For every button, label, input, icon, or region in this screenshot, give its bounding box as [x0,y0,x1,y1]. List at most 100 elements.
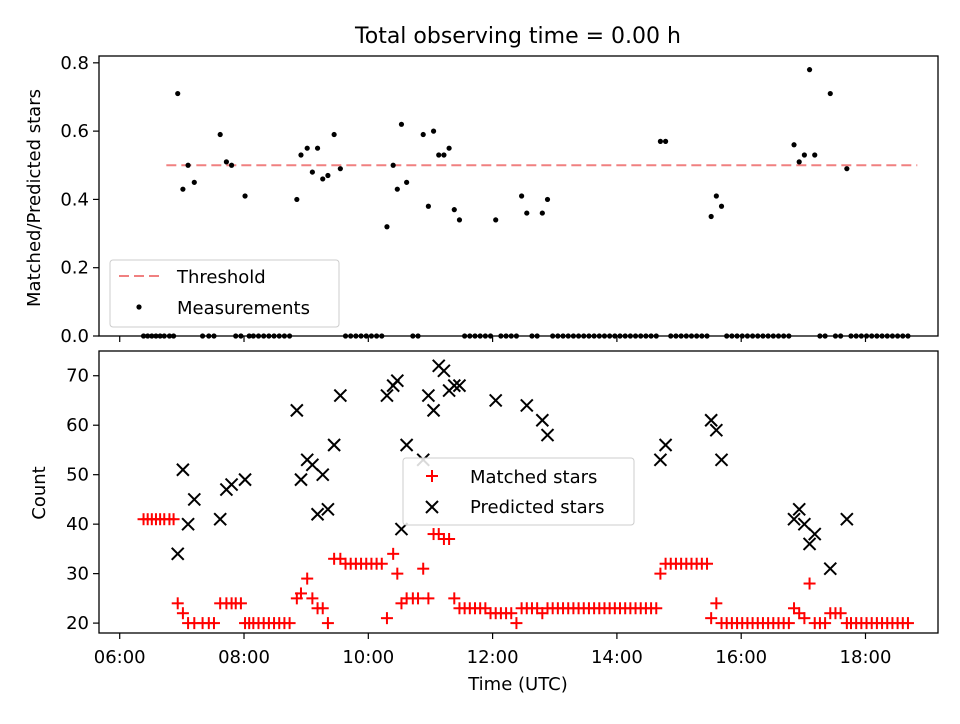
matched-star-point [782,617,795,630]
count-y-tick-label: 40 [66,514,89,535]
predicted-star-point [437,364,451,378]
matched-star-point [819,617,832,630]
ratio-y-tick-label: 0.0 [60,326,89,347]
matched-star-point [391,567,404,580]
measurements-legend-label: Measurements [177,298,310,319]
predicted-star-point [704,413,718,427]
matched-star-point [901,617,914,630]
count-legend: Matched stars Predicted stars [402,457,635,526]
count-plot-frame [98,350,939,634]
matched-star-point [234,597,247,610]
matched-star-point [448,592,461,605]
count-y-tick-label: 70 [66,366,89,387]
measurement-point [539,210,545,216]
predicted-star-point [808,527,822,541]
figure-title: Total observing time = 0.00 h [354,24,681,49]
measurement-point [242,193,248,199]
predicted-star-point [792,502,806,517]
measurements-legend-marker [136,304,142,310]
matched-star-point [650,602,663,615]
measurement-point [844,166,850,172]
count-legend-box [402,457,635,526]
matched-star-point [375,557,388,570]
matched-star-point [505,607,518,620]
measurement-point [185,162,191,168]
matched-star-point [283,617,296,630]
measurement-point [657,138,664,144]
count-x-tick-label: 14:00 [591,647,643,668]
measurement-point [331,131,337,138]
measurement-point [446,145,452,151]
predicted-star-point [181,517,195,531]
predicted-star-point [540,428,555,442]
ratio-panel: Matched/Predicted stars 0.00.20.40.60.8 … [24,53,939,347]
ratio-y-ticks: 0.0 0.2 0.4 0.6 0.8 [60,53,99,347]
measurement-point [713,193,719,199]
measurement-point [309,169,315,175]
matched-star-point [306,592,319,605]
matched-star-point [301,572,314,585]
measurement-point [398,121,405,127]
count-x-label: Time (UTC) [467,674,568,695]
measurement-point [420,131,426,138]
measurement-point [456,217,463,223]
measurement-point [812,152,818,158]
predicted-star-point [452,378,467,393]
predicted-star-point [520,398,534,413]
ratio-legend: Threshold Measurements [109,259,340,328]
predicted-star-point [224,477,239,492]
measurement-point [404,179,410,185]
predicted-star-point [421,388,436,403]
predicted-star-point [489,393,503,408]
predicted-star-point [294,472,308,487]
matched-star-point [412,592,425,605]
ratio-y-tick-label: 0.6 [60,121,89,142]
predicted-star-point [653,453,668,467]
matched-star-point [321,617,334,630]
count-y-tick-label: 20 [66,613,89,634]
predicted-star-point [802,537,817,551]
measurement-point [217,131,223,138]
matched-star-point [167,513,180,526]
measurement-point [544,196,551,203]
matched-star-point [316,602,329,615]
matched-star-point [417,562,430,575]
matched-legend-marker [426,470,438,482]
predicted-star-point [380,388,394,403]
predicted-star-point [399,438,414,452]
count-x-tick-label: 08:00 [218,647,270,668]
measurement-point [325,172,331,179]
predicted-star-point [187,492,202,507]
ratio-y-tick-label: 0.8 [60,53,89,74]
predicted-star-point [316,467,330,482]
predicted-star-point [535,413,550,427]
measurement-point [180,186,186,192]
matched-star-point [803,577,816,590]
measurement-point [320,176,326,182]
measurement-point [430,128,437,134]
matched-star-point [380,612,393,625]
measurement-point [298,152,304,158]
predicted-star-point [327,438,341,452]
predicted-star-point [333,388,348,403]
predicted-star-point [213,512,227,526]
predicted-star-point [823,561,837,576]
matched-star-point [701,557,714,570]
matched-star-point [387,547,400,560]
predicted-legend-marker [425,500,439,514]
measurement-point [228,162,235,168]
predicted-star-point [321,502,335,517]
count-x-tick-label: 18:00 [840,647,892,668]
measurement-point [191,179,197,185]
measurement-point [314,145,321,151]
count-y-tick-label: 50 [66,465,89,486]
measurement-point [337,166,343,172]
measurement-point [223,159,230,165]
matched-legend-label: Matched stars [470,467,597,488]
count-y-tick-label: 30 [66,564,89,585]
count-x-tick-label: 16:00 [715,647,767,668]
measurement-point [519,193,525,199]
ratio-y-label: Matched/Predicted stars [24,89,45,307]
measurement-point [718,203,725,209]
predicted-star-point [426,403,441,418]
